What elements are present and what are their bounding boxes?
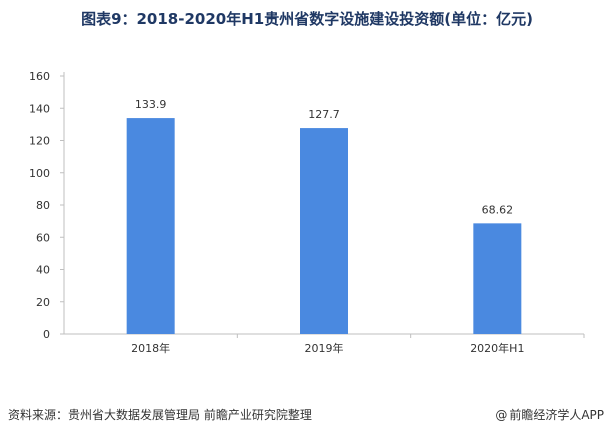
chart-bars — [126, 118, 522, 335]
y-tick-label: 0 — [43, 328, 50, 341]
source-note: 资料来源：贵州省大数据发展管理局 前瞻产业研究院整理 — [8, 408, 312, 422]
x-tick-label: 2019年 — [305, 341, 344, 355]
bar-chart: 0 20 40 60 80 100 120 140 160 133.9 2018年 127.7 201… — [29, 70, 585, 355]
bar — [473, 223, 522, 334]
data-label: 133.9 — [135, 98, 167, 111]
bar — [300, 128, 348, 334]
data-label: 68.62 — [482, 203, 514, 216]
x-tick-label: 2020年H1 — [470, 341, 524, 355]
brand-credit: @ 前瞻经济学人APP — [495, 406, 604, 423]
bar — [126, 118, 175, 335]
y-tick-label: 160 — [29, 70, 50, 83]
x-tick-label: 2018年 — [131, 341, 170, 355]
y-tick-label: 120 — [29, 135, 50, 148]
y-tick-label: 100 — [29, 167, 50, 180]
chart-title: 图表9：2018-2020年H1贵州省数字设施建设投资额(单位：亿元) — [81, 10, 533, 28]
y-tick-label: 20 — [36, 296, 50, 309]
data-label: 127.7 — [308, 108, 340, 121]
chart-labels: 133.9 2018年 127.7 2019年 68.62 2020年H1 — [131, 98, 524, 355]
y-tick-label: 60 — [36, 231, 50, 244]
y-tick-label: 80 — [36, 199, 50, 212]
y-tick-label: 140 — [29, 102, 50, 115]
brand-name: 前瞻经济学人APP — [509, 408, 604, 422]
y-tick-label: 40 — [36, 264, 50, 277]
at-symbol: @ — [495, 408, 508, 422]
